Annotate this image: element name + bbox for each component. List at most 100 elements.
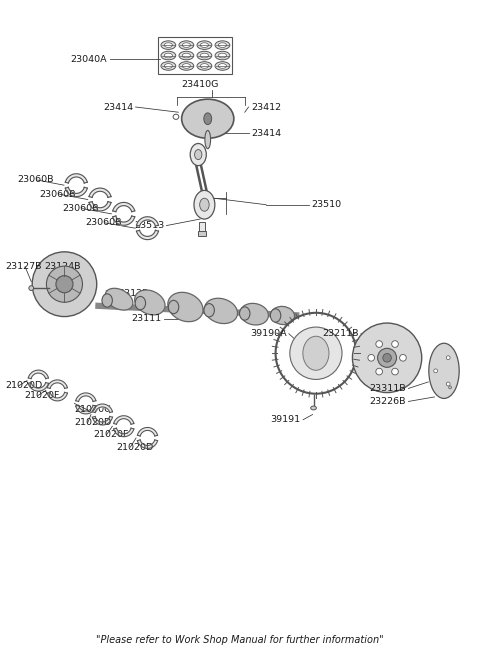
Ellipse shape	[205, 131, 211, 148]
Ellipse shape	[218, 64, 227, 68]
Text: 23060B: 23060B	[62, 204, 99, 213]
Polygon shape	[47, 380, 67, 388]
Ellipse shape	[135, 290, 165, 315]
Ellipse shape	[352, 323, 422, 393]
Ellipse shape	[311, 406, 316, 410]
Ellipse shape	[32, 252, 96, 317]
Ellipse shape	[449, 386, 452, 389]
Polygon shape	[92, 417, 112, 425]
Ellipse shape	[376, 369, 383, 375]
Ellipse shape	[392, 341, 398, 348]
Ellipse shape	[168, 300, 179, 313]
Ellipse shape	[182, 53, 191, 58]
Text: 23040A: 23040A	[71, 55, 107, 64]
Polygon shape	[113, 202, 135, 212]
Text: 39190A: 39190A	[250, 329, 287, 338]
Ellipse shape	[182, 64, 191, 68]
Ellipse shape	[368, 355, 374, 361]
Ellipse shape	[102, 294, 112, 307]
Bar	[199, 221, 205, 232]
Text: 39191: 39191	[271, 415, 301, 424]
Polygon shape	[114, 416, 134, 424]
Ellipse shape	[240, 307, 250, 320]
Text: 23060B: 23060B	[40, 190, 76, 199]
Ellipse shape	[179, 51, 194, 60]
Text: 23510: 23510	[311, 200, 341, 209]
Text: 21020D: 21020D	[74, 419, 111, 428]
Text: "Please refer to Work Shop Manual for further information": "Please refer to Work Shop Manual for fu…	[96, 635, 384, 645]
Ellipse shape	[181, 99, 234, 138]
Ellipse shape	[161, 41, 176, 49]
Polygon shape	[113, 216, 135, 225]
Ellipse shape	[378, 348, 396, 367]
Ellipse shape	[135, 296, 145, 309]
Text: 23414: 23414	[251, 129, 281, 137]
Ellipse shape	[47, 266, 83, 302]
Text: 21030C: 21030C	[74, 405, 111, 415]
Ellipse shape	[446, 356, 450, 359]
Ellipse shape	[164, 43, 172, 47]
Polygon shape	[28, 370, 48, 378]
Ellipse shape	[164, 64, 172, 68]
Text: 23125: 23125	[118, 290, 148, 298]
Ellipse shape	[204, 304, 215, 317]
Text: 23111: 23111	[132, 314, 162, 323]
Ellipse shape	[56, 276, 73, 293]
Polygon shape	[114, 428, 134, 437]
Ellipse shape	[383, 353, 391, 362]
Circle shape	[200, 198, 209, 212]
Polygon shape	[89, 188, 111, 197]
Polygon shape	[76, 405, 96, 414]
Ellipse shape	[168, 292, 203, 322]
Polygon shape	[76, 393, 96, 401]
Text: 23311B: 23311B	[370, 384, 406, 393]
Ellipse shape	[161, 51, 176, 60]
Ellipse shape	[161, 62, 176, 70]
Polygon shape	[92, 404, 112, 413]
Text: 21020F: 21020F	[24, 391, 60, 400]
Polygon shape	[137, 428, 157, 436]
Ellipse shape	[429, 343, 459, 398]
Ellipse shape	[215, 62, 230, 70]
Text: 21020D: 21020D	[5, 381, 42, 390]
Ellipse shape	[164, 53, 172, 58]
Ellipse shape	[179, 62, 194, 70]
Ellipse shape	[290, 327, 342, 380]
Ellipse shape	[215, 51, 230, 60]
Ellipse shape	[400, 355, 406, 361]
Polygon shape	[65, 187, 87, 196]
Circle shape	[190, 143, 206, 166]
Bar	[158, 37, 232, 74]
Ellipse shape	[200, 43, 208, 47]
Text: 23127B: 23127B	[5, 262, 42, 271]
Ellipse shape	[204, 113, 212, 125]
Ellipse shape	[215, 41, 230, 49]
Polygon shape	[28, 382, 48, 391]
Text: 23412: 23412	[251, 102, 281, 112]
Ellipse shape	[29, 286, 34, 290]
Ellipse shape	[197, 51, 212, 60]
Text: 23211B: 23211B	[322, 329, 359, 338]
Ellipse shape	[446, 382, 450, 386]
Text: 23060B: 23060B	[85, 219, 122, 227]
Polygon shape	[136, 217, 158, 226]
Ellipse shape	[240, 304, 268, 325]
Text: 21020F: 21020F	[93, 430, 128, 439]
Ellipse shape	[182, 43, 191, 47]
Text: 21020D: 21020D	[117, 443, 154, 451]
Text: 23060B: 23060B	[17, 175, 53, 185]
Text: 23226B: 23226B	[370, 397, 406, 406]
Ellipse shape	[105, 288, 133, 310]
Ellipse shape	[200, 53, 208, 58]
Polygon shape	[47, 392, 67, 401]
Ellipse shape	[218, 43, 227, 47]
Ellipse shape	[179, 41, 194, 49]
Polygon shape	[136, 231, 158, 240]
Ellipse shape	[204, 298, 238, 323]
Polygon shape	[89, 202, 111, 211]
Circle shape	[194, 191, 215, 219]
Text: 23513: 23513	[134, 221, 164, 230]
Ellipse shape	[197, 41, 212, 49]
Ellipse shape	[218, 53, 227, 58]
Text: 23124B: 23124B	[45, 262, 81, 271]
